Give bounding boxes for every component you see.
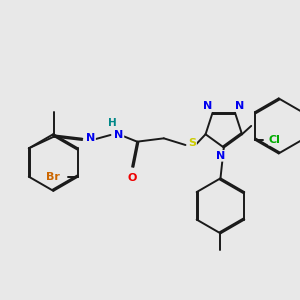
- Text: S: S: [188, 138, 196, 148]
- Text: N: N: [236, 101, 245, 111]
- Text: H: H: [108, 118, 116, 128]
- Text: N: N: [86, 133, 95, 143]
- Text: N: N: [203, 101, 212, 111]
- Text: O: O: [128, 173, 137, 183]
- Text: Br: Br: [46, 172, 60, 182]
- Text: N: N: [216, 151, 225, 161]
- Text: N: N: [114, 130, 123, 140]
- Text: Cl: Cl: [269, 135, 281, 145]
